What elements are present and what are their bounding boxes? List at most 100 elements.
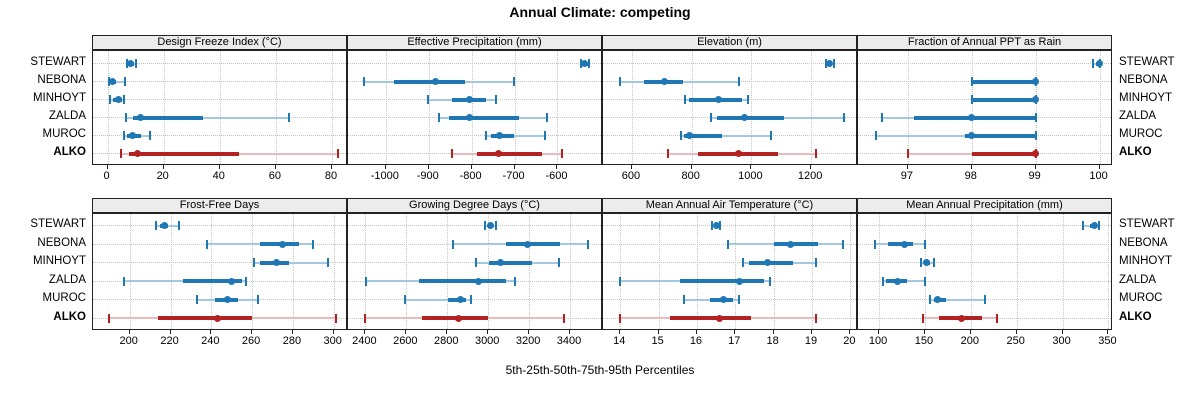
site-label-left: STEWART bbox=[30, 56, 86, 68]
site-label-right: STEWART bbox=[1119, 56, 1175, 68]
site-label-left: STEWART bbox=[30, 218, 86, 230]
x-tick-label: 800 bbox=[681, 170, 700, 182]
x-tick-label: 600 bbox=[621, 170, 641, 182]
h-gridline bbox=[348, 262, 601, 263]
x-axis-tick bbox=[1061, 330, 1063, 334]
whisker-cap bbox=[364, 313, 367, 323]
median-dot bbox=[893, 277, 901, 285]
x-tick-label: 3200 bbox=[515, 335, 541, 347]
whisker-cap bbox=[842, 113, 845, 122]
h-gridline bbox=[348, 135, 601, 136]
whisker-cap bbox=[557, 258, 560, 267]
site-label-right: ALKO bbox=[1119, 146, 1152, 158]
x-axis-tick bbox=[169, 330, 171, 334]
whisker-cap bbox=[619, 276, 622, 286]
v-gridline bbox=[252, 214, 254, 329]
h-gridline bbox=[93, 63, 346, 64]
x-tick-label: 300 bbox=[323, 335, 342, 347]
box-25-75 bbox=[971, 151, 1036, 156]
x-axis-tick bbox=[218, 165, 220, 169]
v-gridline bbox=[514, 51, 516, 164]
whisker-cap bbox=[148, 131, 151, 140]
median-dot bbox=[136, 114, 144, 121]
median-dot bbox=[901, 240, 909, 248]
h-gridline bbox=[858, 262, 1111, 263]
v-gridline bbox=[735, 214, 737, 329]
whisker-cap bbox=[1034, 113, 1037, 122]
median-dot bbox=[968, 132, 976, 139]
x-tick-label: 14 bbox=[613, 335, 626, 347]
panel-plot bbox=[347, 213, 602, 330]
median-dot bbox=[523, 240, 531, 248]
whisker-cap bbox=[365, 276, 368, 286]
box-25-75 bbox=[971, 79, 1036, 84]
v-gridline bbox=[170, 214, 172, 329]
whisker-cap bbox=[108, 313, 111, 323]
h-gridline bbox=[93, 81, 346, 82]
whisker-cap bbox=[119, 149, 122, 158]
median-dot bbox=[787, 240, 795, 248]
median-dot bbox=[581, 60, 589, 67]
median-dot bbox=[496, 132, 504, 139]
whisker-cap bbox=[334, 313, 337, 323]
x-axis-tick bbox=[906, 165, 908, 169]
whisker-cap bbox=[726, 239, 729, 249]
whisker-cap bbox=[427, 95, 430, 104]
v-gridline bbox=[333, 214, 335, 329]
whisker-cap bbox=[841, 239, 844, 249]
h-gridline bbox=[348, 63, 601, 64]
site-label-right: MUROC bbox=[1119, 292, 1163, 304]
median-dot bbox=[712, 222, 720, 229]
median-dot bbox=[715, 96, 723, 103]
median-dot bbox=[160, 222, 168, 229]
whisker-cap bbox=[123, 131, 126, 140]
x-tick-label: -700 bbox=[502, 170, 525, 182]
whisker-cap bbox=[450, 149, 453, 158]
x-tick-label: 97 bbox=[900, 170, 913, 182]
x-axis-tick bbox=[405, 330, 407, 334]
median-dot bbox=[273, 259, 281, 266]
whisker-cap bbox=[906, 149, 909, 158]
x-tick-label: 220 bbox=[160, 335, 179, 347]
v-gridline bbox=[219, 51, 221, 164]
h-gridline bbox=[93, 135, 346, 136]
v-gridline bbox=[970, 214, 972, 329]
box-25-75 bbox=[717, 115, 784, 120]
x-axis-tick bbox=[291, 330, 293, 334]
h-gridline bbox=[603, 225, 856, 226]
whisker-cap bbox=[738, 295, 741, 304]
x-axis-tick bbox=[446, 330, 448, 334]
x-tick-label: 240 bbox=[201, 335, 220, 347]
x-axis-tick bbox=[364, 330, 366, 334]
median-dot bbox=[764, 259, 772, 266]
whisker-cap bbox=[336, 149, 339, 158]
median-dot bbox=[108, 78, 116, 85]
v-gridline bbox=[924, 214, 926, 329]
whisker-cap bbox=[619, 77, 622, 86]
h-gridline bbox=[348, 225, 601, 226]
whisker-cap bbox=[452, 239, 455, 249]
v-gridline bbox=[557, 51, 559, 164]
median-dot bbox=[228, 277, 236, 285]
whisker-cap bbox=[587, 239, 590, 249]
median-dot bbox=[134, 150, 142, 157]
v-gridline bbox=[529, 214, 531, 329]
whisker-cap bbox=[814, 313, 817, 323]
x-tick-label: 16 bbox=[689, 335, 703, 347]
x-axis-tick bbox=[528, 330, 530, 334]
x-tick-label: 80 bbox=[324, 170, 338, 182]
x-axis-tick bbox=[274, 165, 276, 169]
x-tick-label: 2600 bbox=[393, 335, 418, 347]
site-label-right: ALKO bbox=[1119, 310, 1152, 323]
whisker-cap bbox=[682, 295, 685, 304]
x-axis-tick bbox=[1034, 165, 1036, 169]
panel-plot bbox=[347, 50, 602, 165]
median-dot bbox=[1032, 96, 1040, 103]
median-dot bbox=[934, 296, 942, 303]
site-label-left: MUROC bbox=[42, 128, 86, 140]
h-gridline bbox=[93, 225, 346, 226]
x-axis-tick bbox=[1015, 330, 1017, 334]
x-axis-tick bbox=[556, 165, 558, 169]
x-tick-label: 20 bbox=[156, 170, 169, 182]
